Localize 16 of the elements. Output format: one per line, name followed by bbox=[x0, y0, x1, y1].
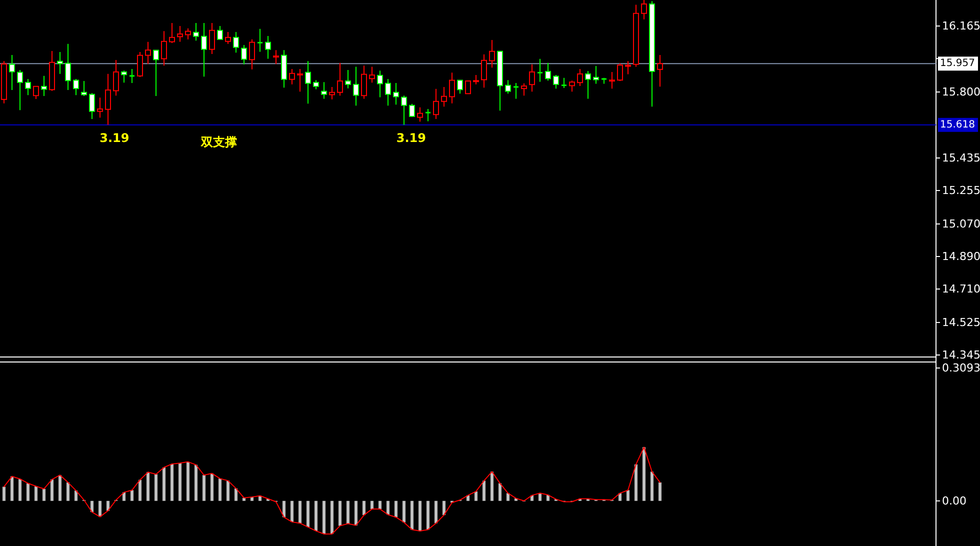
y-tick-label: 15.255 bbox=[942, 184, 980, 198]
y-tick-label: 14.345 bbox=[942, 348, 980, 362]
y-tick-label: 0.3093 bbox=[942, 362, 980, 375]
y-tick-label: 14.710 bbox=[942, 282, 980, 296]
y-tick-label: 14.890 bbox=[942, 250, 980, 263]
y-tick-label: 15.070 bbox=[942, 217, 980, 230]
y-tick-label: 14.525 bbox=[942, 316, 980, 329]
ref-line-label: 15.957 bbox=[940, 58, 975, 70]
ref-line-label: 15.618 bbox=[940, 119, 975, 130]
annotation: 3.19 bbox=[396, 131, 426, 145]
y-tick-label: 16.165 bbox=[942, 20, 980, 33]
y-tick-label: 0.00 bbox=[942, 494, 966, 508]
y-tick-label: 15.800 bbox=[942, 86, 980, 99]
annotation: 3.19 bbox=[100, 131, 130, 145]
annotation: 双支撑 bbox=[200, 135, 238, 149]
y-tick-label: 15.435 bbox=[942, 151, 980, 164]
